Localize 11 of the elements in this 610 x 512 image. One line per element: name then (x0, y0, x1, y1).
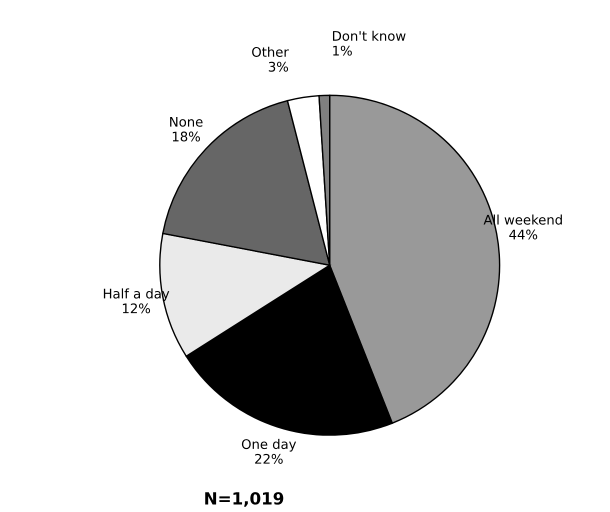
data-label: 3% (268, 62, 288, 72)
data-label: 1% (333, 46, 352, 56)
data-label: 18% (172, 132, 200, 142)
slice-label: Don't know (332, 30, 406, 41)
text: N=1,019 (205, 492, 284, 507)
data-label: 12% (122, 303, 150, 314)
slice-label: None (170, 116, 203, 127)
data-label: 44% (509, 230, 538, 240)
slice-label: Other (252, 46, 289, 57)
data-label: 22% (255, 454, 283, 464)
slice-label: One day (242, 438, 296, 452)
